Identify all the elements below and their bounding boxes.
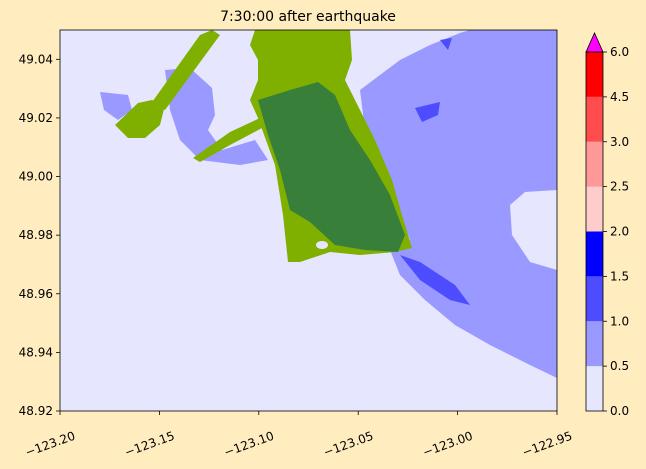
colorbar-segment [586,321,603,367]
colorbar-tick-label: 4.5 [610,90,629,104]
x-tick-label: −123.10 [222,429,276,460]
colorbar-segment [586,52,603,97]
colorbar-segment [586,141,603,187]
colorbar-tick-label: 6.0 [610,45,629,59]
colorbar-extend [585,32,604,53]
x-tick-label: −123.20 [23,429,77,460]
colorbar-tick-label: 2.5 [610,180,629,194]
axes-frame [59,29,558,412]
x-tick-label: −123.00 [421,429,475,460]
y-tick-label: 49.02 [19,111,53,125]
colorbar-segment [586,96,603,142]
map [59,29,558,412]
colorbar-tick-label: 1.0 [610,314,629,328]
colorbar-tick-label: 3.0 [610,135,629,149]
x-tick-label: −122.95 [520,429,574,460]
water [316,241,328,249]
y-tick-label: 48.92 [19,404,53,418]
x-tick-label: −123.05 [322,429,376,460]
land [150,30,220,110]
colorbar-tick-label: 0.5 [610,359,629,373]
y-tick-label: 48.96 [19,287,53,301]
water [415,102,440,122]
colorbar-segment [586,231,603,277]
y-tick-label: 48.94 [19,345,53,359]
land [115,100,165,138]
water [400,255,470,305]
water [360,30,557,378]
colorbar-segment [586,186,603,232]
water [100,92,132,120]
colorbar-tick-label: 0.0 [610,404,629,418]
x-tick-label: −123.15 [123,429,177,460]
colorbar-segment [586,366,603,411]
y-tick-label: 48.98 [19,228,53,242]
colorbar-tick-label: 1.5 [610,269,629,283]
land [193,118,262,162]
y-tick-label: 49.04 [19,52,53,66]
water [440,38,452,50]
colorbar-segment [586,276,603,322]
chart-title: 7:30:00 after earthquake [220,9,396,25]
colorbar-tick-label: 2.0 [610,225,629,239]
land [258,82,405,252]
water [165,68,268,165]
y-tick-label: 49.00 [19,170,53,184]
